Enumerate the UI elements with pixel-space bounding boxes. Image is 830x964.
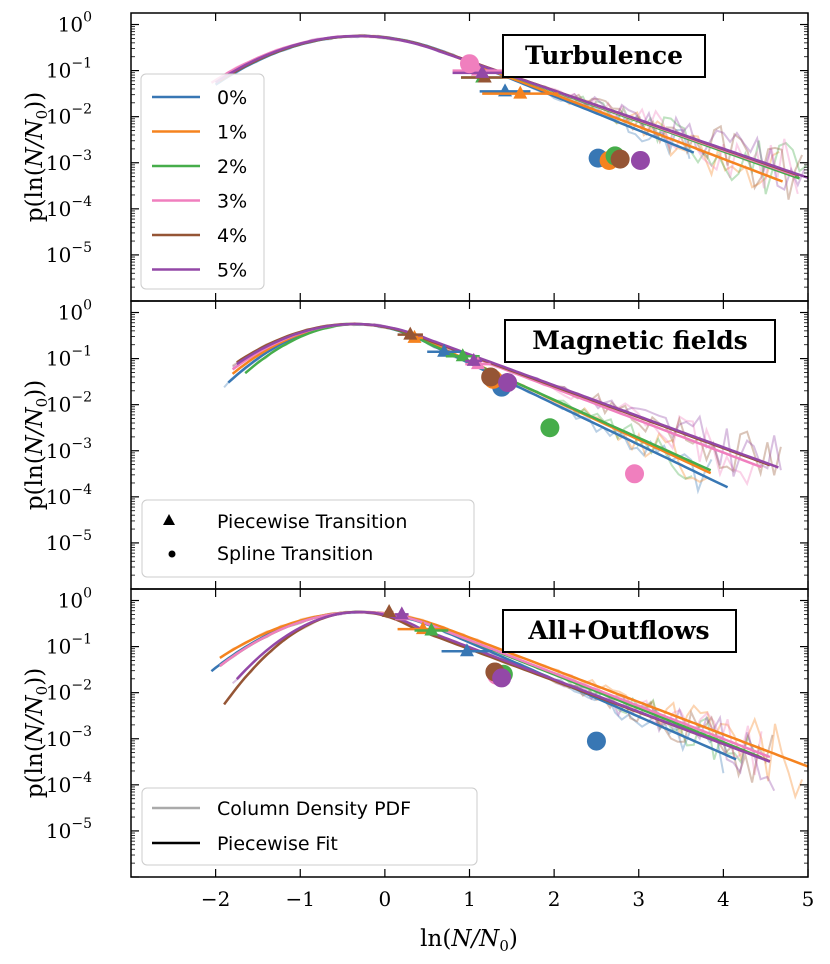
x-tick-label: 5 bbox=[802, 887, 815, 911]
circle-marker-icon bbox=[168, 550, 176, 558]
y-tick-label: 10−3 bbox=[46, 724, 92, 751]
y-tick-label: 10−2 bbox=[46, 102, 92, 129]
legend-markers: Piecewise Transition Spline Transition bbox=[141, 499, 475, 578]
legend-label: Spline Transition bbox=[217, 543, 373, 565]
legend-label: 1% bbox=[217, 122, 247, 144]
spline-transition-marker bbox=[610, 149, 630, 169]
spline-transition-marker bbox=[540, 418, 560, 438]
y-tick-label: 10−5 bbox=[46, 240, 92, 267]
piecewise-transition-marker bbox=[382, 604, 397, 618]
y-tick-label: 10−4 bbox=[46, 194, 92, 221]
x-tick-label: −2 bbox=[201, 887, 230, 911]
y-tick-label: 10−2 bbox=[46, 678, 92, 705]
piecewise-transition-marker bbox=[424, 622, 439, 636]
y-tick-label: 100 bbox=[58, 10, 92, 37]
piecewise-transition-marker bbox=[466, 352, 481, 366]
x-tick-label: 2 bbox=[548, 887, 561, 911]
x-tick-label: 0 bbox=[379, 887, 392, 911]
spline-transition-marker bbox=[586, 731, 606, 751]
triangle-marker-icon bbox=[163, 514, 175, 525]
panel-title: All+Outflows bbox=[527, 616, 709, 645]
y-tick-label: 10−1 bbox=[46, 632, 92, 659]
axes-frame bbox=[130, 588, 809, 878]
y-tick-label: 10−5 bbox=[46, 528, 92, 555]
legend-label: Piecewise Transition bbox=[217, 511, 407, 533]
panel-title: Magnetic fields bbox=[532, 326, 748, 355]
x-tick-labels: −2 −1 0 1 2 3 4 5 bbox=[201, 887, 814, 911]
piecewise-transition-marker bbox=[455, 348, 470, 362]
legend-label: Column Density PDF bbox=[217, 798, 411, 820]
fit-line-5pct bbox=[235, 610, 771, 763]
legend-label: Piecewise Fit bbox=[217, 833, 338, 855]
y-tick-label: 10−1 bbox=[46, 56, 92, 83]
fit-line-5pct bbox=[236, 322, 779, 469]
legend-series: 0% 1% 2% 3% 4% 5% bbox=[140, 73, 265, 290]
spline-transition-marker bbox=[460, 54, 479, 74]
y-tick-label: 10−1 bbox=[46, 344, 92, 371]
piecewise-transition-marker bbox=[459, 643, 474, 657]
title-box: Magnetic fields bbox=[504, 319, 776, 363]
spline-transition-marker bbox=[492, 668, 512, 688]
x-tick-label: 4 bbox=[717, 887, 730, 911]
y-axis-label: p(ln(N/N0)) bbox=[22, 380, 51, 510]
panel-turbulence: 100 10−1 10−2 10−3 10−4 10−5 p(ln(N/N0)) Turbu… bbox=[22, 10, 809, 302]
y-tick-label: 10−3 bbox=[46, 436, 92, 463]
legend-label: 4% bbox=[217, 225, 247, 247]
legend-label: 3% bbox=[217, 191, 247, 213]
x-axis-label: ln(N/N0) bbox=[420, 926, 518, 955]
piecewise-transition-marker bbox=[394, 606, 409, 620]
y-axis-label: p(ln(N/N0)) bbox=[22, 668, 51, 798]
y-tick-label: 100 bbox=[58, 586, 92, 613]
panel-title: Turbulence bbox=[525, 41, 683, 70]
spline-transition-marker bbox=[481, 367, 501, 387]
x-tick-label: 3 bbox=[632, 887, 645, 911]
y-tick-label: 100 bbox=[58, 298, 92, 325]
legend-lines: Column Density PDF Piecewise Fit bbox=[141, 787, 478, 866]
y-tick-label: 10−4 bbox=[46, 482, 92, 509]
y-tick-label: 10−4 bbox=[46, 770, 92, 797]
legend-label: 2% bbox=[217, 156, 247, 178]
y-tick-label: 10−5 bbox=[46, 816, 92, 843]
y-tick-label: 10−3 bbox=[46, 148, 92, 175]
spline-transition-marker bbox=[630, 150, 650, 170]
spline-transition-marker bbox=[498, 373, 518, 393]
y-axis-label: p(ln(N/N0)) bbox=[22, 92, 51, 222]
title-box: All+Outflows bbox=[502, 609, 737, 653]
y-tick-label: 10−2 bbox=[46, 390, 92, 417]
piecewise-transition-marker bbox=[403, 326, 418, 340]
title-box: Turbulence bbox=[502, 34, 706, 78]
legend-label: 0% bbox=[217, 87, 247, 109]
piecewise-transition-marker bbox=[513, 85, 528, 99]
x-tick-label: 1 bbox=[463, 887, 476, 911]
spline-transition-marker bbox=[625, 464, 645, 484]
fit-line-3pct bbox=[219, 610, 771, 759]
panel-magnetic-fields: 100 10−1 10−2 10−3 10−4 10−5 p(ln(N/N0)) Magne… bbox=[22, 298, 809, 590]
legend-label: 5% bbox=[217, 260, 247, 282]
x-tick-label: −1 bbox=[286, 887, 315, 911]
piecewise-transition-marker bbox=[437, 343, 452, 357]
panel-all-outflows: 100 10−1 10−2 10−3 10−4 10−5 p(ln(N/N0)) All+O… bbox=[22, 586, 809, 878]
piecewise-transition-marker bbox=[475, 64, 490, 78]
